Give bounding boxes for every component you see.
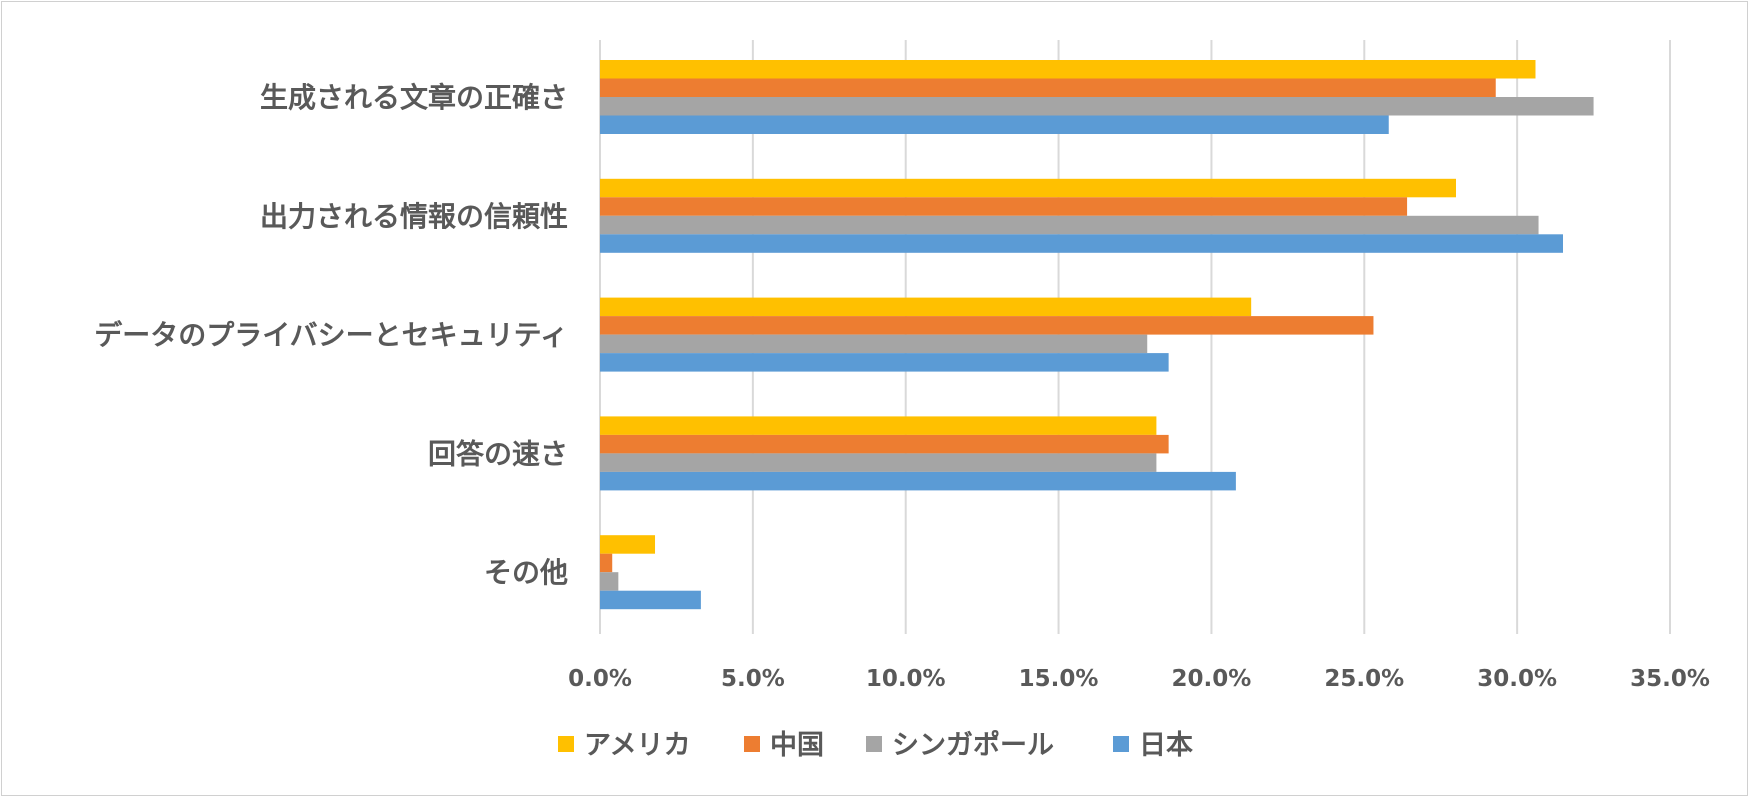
bar-0-3 bbox=[600, 115, 1389, 134]
bar-4-0 bbox=[600, 535, 656, 554]
x-tick-label-7: 35.0% bbox=[1630, 666, 1710, 692]
category-labels: 生成される文章の正確さ出力される情報の信頼性データのプライバシーとセキュリティ回… bbox=[94, 81, 568, 589]
bar-1-2 bbox=[600, 215, 1539, 235]
legend-label-2: シンガポール bbox=[892, 730, 1054, 761]
bar-0-0 bbox=[600, 60, 1536, 79]
bar-4-1 bbox=[600, 553, 613, 573]
bars bbox=[600, 60, 1594, 610]
legend: アメリカ 中国 シンガポール 日本 bbox=[558, 730, 1193, 761]
category-label-1: 出力される情報の信頼性 bbox=[260, 200, 568, 233]
bar-2-2 bbox=[600, 334, 1148, 354]
legend-label-1: 中国 bbox=[770, 730, 824, 761]
bar-4-3 bbox=[600, 590, 701, 610]
x-tick-labels: 0.0% 5.0% 10.0% 15.0% 20.0% 25.0% 30.0% 35.0% bbox=[568, 666, 1710, 692]
legend-swatch-0 bbox=[558, 736, 574, 752]
x-tick-label-3: 15.0% bbox=[1019, 666, 1099, 692]
bar-2-1 bbox=[600, 316, 1374, 335]
category-label-0: 生成される文章の正確さ bbox=[260, 81, 568, 114]
legend-label-0: アメリカ bbox=[584, 730, 691, 761]
bar-1-1 bbox=[600, 197, 1408, 216]
legend-swatch-2 bbox=[866, 736, 882, 752]
bar-3-3 bbox=[600, 471, 1236, 491]
x-tick-label-6: 30.0% bbox=[1477, 666, 1557, 692]
legend-swatch-1 bbox=[744, 736, 760, 752]
category-label-4: その他 bbox=[484, 556, 568, 589]
bar-0-2 bbox=[600, 97, 1594, 116]
category-label-3: 回答の速さ bbox=[428, 437, 568, 470]
bar-0-1 bbox=[600, 78, 1496, 97]
bar-1-0 bbox=[600, 178, 1456, 198]
x-tick-label-0: 0.0% bbox=[568, 666, 632, 692]
bar-1-3 bbox=[600, 234, 1563, 253]
x-tick-label-2: 10.0% bbox=[866, 666, 946, 692]
bar-3-0 bbox=[600, 416, 1157, 435]
x-tick-label-1: 5.0% bbox=[721, 666, 785, 692]
category-label-2: データのプライバシーとセキュリティ bbox=[94, 319, 568, 352]
legend-swatch-3 bbox=[1113, 736, 1129, 752]
bar-2-3 bbox=[600, 353, 1169, 372]
bar-2-0 bbox=[600, 297, 1252, 317]
bar-3-2 bbox=[600, 453, 1157, 472]
x-tick-label-5: 25.0% bbox=[1324, 666, 1404, 692]
x-tick-label-4: 20.0% bbox=[1172, 666, 1252, 692]
legend-label-3: 日本 bbox=[1139, 730, 1193, 761]
bar-3-1 bbox=[600, 434, 1169, 454]
bar-4-2 bbox=[600, 572, 619, 591]
